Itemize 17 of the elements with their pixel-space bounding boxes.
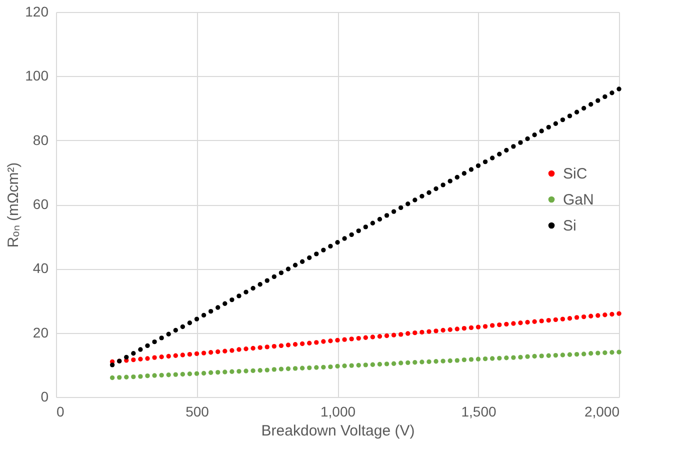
y-tick-label: 60 — [32, 196, 49, 212]
x-tick-label: 0 — [56, 404, 64, 420]
y-tick-label: 80 — [32, 132, 49, 148]
y-tick-label: 40 — [32, 260, 49, 276]
y-tick-label: 20 — [32, 324, 49, 340]
y-axis-title: Rₒₙ (mΩcm²) — [5, 162, 22, 248]
x-tick-label: 1,500 — [461, 404, 496, 420]
y-tick-label: 0 — [40, 388, 49, 404]
legend-label: SiC — [563, 166, 588, 182]
x-tick-label: 500 — [186, 404, 210, 420]
legend-label: Si — [563, 218, 576, 234]
legend-label: GaN — [563, 192, 594, 208]
y-tick-label: 100 — [25, 68, 49, 84]
x-axis-title: Breakdown Voltage (V) — [261, 422, 415, 440]
x-tick-label: 2,000 — [584, 404, 620, 420]
y-tick-label: 120 — [25, 4, 49, 20]
x-tick-label: 1,000 — [320, 404, 356, 420]
